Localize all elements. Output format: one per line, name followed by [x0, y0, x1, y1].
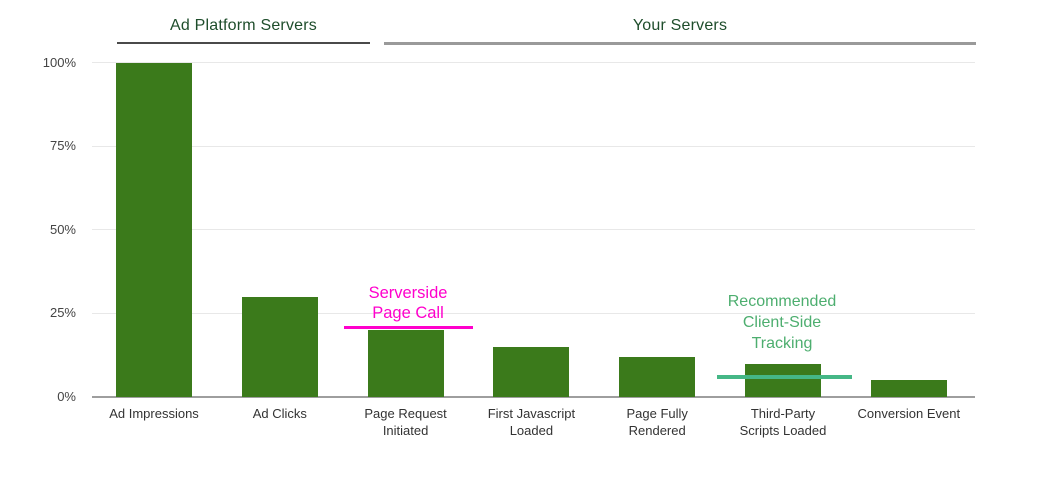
annotation-label-serverside-page-call: Serverside Page Call — [368, 284, 448, 322]
gridline — [92, 229, 975, 231]
group-header-underline-ad-platform — [117, 42, 370, 44]
y-axis-tick-label: 0% — [57, 389, 76, 404]
x-axis-tick-label: Page Fully Rendered — [626, 406, 688, 438]
bar-third-party-scripts-loaded — [745, 363, 821, 397]
annotation-label-recommended-client-side-tracking: Recommended Client-Side Tracking — [727, 293, 837, 352]
y-axis-tick-label: 50% — [49, 221, 76, 237]
bar-conversion-event — [870, 380, 947, 397]
group-header-ad-platform-servers: Ad Platform Servers — [170, 17, 317, 34]
bar-page-fully-rendered — [619, 356, 696, 397]
group-header-your-servers: Your Servers — [632, 17, 728, 34]
gridline — [92, 145, 975, 147]
gridline — [92, 62, 975, 63]
bar-ad-impressions — [116, 62, 192, 397]
x-axis-tick-label: Ad Impressions — [109, 406, 199, 421]
bar-ad-clicks — [241, 296, 318, 397]
x-axis-tick-label: Conversion Event — [857, 406, 961, 421]
y-axis-tick-label: 100% — [42, 54, 76, 70]
x-axis-tick-label: Page Request Initiated — [364, 406, 447, 438]
y-axis-tick-label: 25% — [49, 305, 76, 321]
x-axis-baseline — [92, 396, 975, 398]
annotation-line-serverside-page-call — [344, 326, 473, 329]
gridline — [92, 312, 975, 314]
group-header-underline-your-servers — [384, 42, 976, 45]
bar-first-javascript-loaded — [493, 346, 570, 397]
x-axis-tick-label: Ad Clicks — [252, 406, 307, 421]
y-axis-tick-label: 75% — [49, 138, 76, 154]
bar-page-request-initiated — [367, 330, 444, 397]
x-axis-tick-label: Third-Party Scripts Loaded — [739, 406, 827, 438]
x-axis-tick-label: First Javascript Loaded — [487, 406, 576, 438]
annotation-line-recommended-client-side-tracking — [717, 375, 852, 379]
